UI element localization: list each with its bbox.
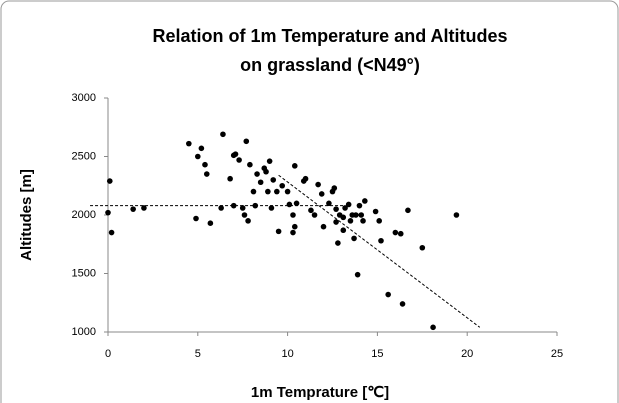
point <box>453 212 460 218</box>
point <box>345 201 352 208</box>
point <box>232 151 239 157</box>
point <box>290 212 296 218</box>
point <box>372 208 379 215</box>
point <box>193 215 199 222</box>
point <box>195 153 201 160</box>
y-tick-label: 1500 <box>72 267 96 279</box>
point <box>354 271 361 278</box>
point <box>284 188 291 195</box>
x-tick-label: 15 <box>371 348 383 360</box>
chart-title: Relation of 1m Temperature and Altitudes <box>152 26 507 46</box>
point <box>351 235 357 242</box>
point <box>419 244 426 251</box>
point <box>275 228 282 235</box>
point <box>347 218 354 224</box>
x-tick-label: 10 <box>281 348 293 360</box>
point <box>270 177 277 183</box>
point <box>342 205 348 211</box>
x-tick-label: 5 <box>195 348 201 360</box>
point <box>331 185 338 191</box>
point <box>291 163 298 169</box>
point <box>141 205 147 211</box>
y-tick-label: 1000 <box>72 326 96 338</box>
point <box>207 220 214 226</box>
point <box>397 230 404 237</box>
point <box>399 301 406 307</box>
point <box>279 182 286 189</box>
point <box>358 212 365 218</box>
point <box>105 209 111 216</box>
point <box>405 207 411 214</box>
point <box>340 214 347 221</box>
y-tick-label: 2500 <box>72 150 96 162</box>
point <box>360 218 366 224</box>
point <box>268 205 275 211</box>
point <box>252 202 259 209</box>
point <box>243 138 250 145</box>
point <box>302 175 309 182</box>
point <box>247 161 253 168</box>
point <box>265 188 271 195</box>
point <box>230 202 237 209</box>
chart-title: on grassland (<N49°) <box>240 55 420 75</box>
point <box>266 158 273 164</box>
point <box>239 205 246 211</box>
point <box>203 171 210 177</box>
point <box>318 191 325 197</box>
point <box>254 171 260 177</box>
point <box>333 219 339 225</box>
point <box>311 212 318 218</box>
point <box>353 212 359 218</box>
point <box>236 157 242 163</box>
point <box>202 161 208 168</box>
point <box>250 188 257 195</box>
point <box>430 324 436 331</box>
point <box>320 223 327 230</box>
point <box>286 201 293 208</box>
point <box>356 202 363 209</box>
x-tick-label: 20 <box>461 348 473 360</box>
y-tick-label: 2000 <box>72 209 96 221</box>
point <box>227 175 233 182</box>
point <box>333 206 339 212</box>
point <box>257 179 264 186</box>
point <box>326 200 332 207</box>
x-axis-title: 1m Temprature [℃] <box>251 384 389 401</box>
point <box>245 218 251 224</box>
y-axis-title: Altitudes [m] <box>18 169 35 261</box>
point <box>186 140 192 147</box>
point <box>106 178 113 184</box>
trend-line <box>278 174 481 328</box>
point <box>291 223 298 230</box>
point <box>362 198 368 204</box>
point <box>220 131 226 138</box>
point <box>241 212 248 218</box>
point <box>274 188 280 195</box>
point <box>130 206 136 212</box>
point <box>315 181 321 188</box>
point <box>335 240 341 246</box>
point <box>198 145 205 152</box>
point <box>378 237 384 244</box>
x-tick-label: 0 <box>105 348 111 360</box>
point <box>263 168 269 175</box>
point <box>340 227 347 234</box>
point <box>385 291 391 298</box>
point <box>293 200 300 207</box>
point <box>108 229 115 236</box>
point <box>308 207 314 214</box>
point <box>392 229 399 236</box>
x-tick-label: 25 <box>551 348 563 360</box>
point <box>376 218 382 224</box>
point <box>218 205 224 211</box>
y-tick-label: 3000 <box>72 92 96 104</box>
point <box>290 229 296 236</box>
